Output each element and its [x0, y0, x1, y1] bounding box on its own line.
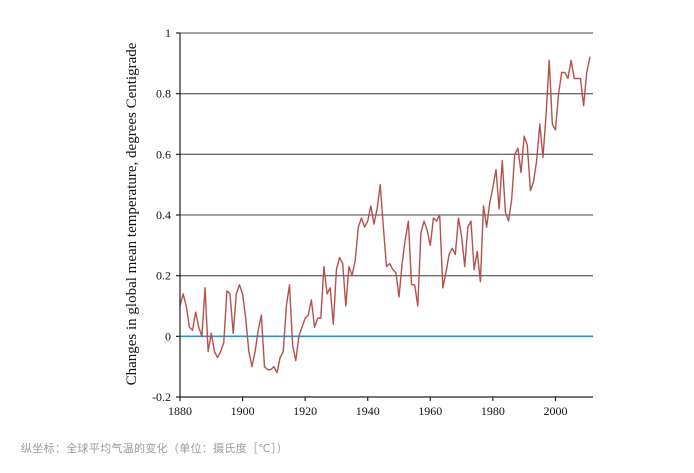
y-tick-label-0: -0.2	[152, 390, 171, 404]
axes	[176, 32, 593, 401]
grid-lines	[180, 32, 593, 277]
y-tick-label-5: 0.8	[156, 87, 171, 101]
x-tick-label-6: 2000	[543, 404, 567, 418]
y-tick-label-2: 0.2	[156, 269, 171, 283]
chart-caption: 纵坐标：全球平均气温的变化（单位：摄氏度［℃］）	[21, 442, 289, 455]
y-axis-title: Changes in global mean temperature, degr…	[124, 42, 140, 385]
x-tick-label-2: 1920	[293, 404, 317, 418]
x-tick-label-5: 1980	[481, 404, 505, 418]
y-tick-label-3: 0.4	[156, 208, 171, 222]
y-tick-label-1: 0	[165, 329, 171, 343]
x-tick-label-3: 1940	[356, 404, 380, 418]
series-line-0	[179, 56, 591, 374]
y-tick-label-6: 1	[165, 26, 171, 40]
y-tick-label-4: 0.6	[156, 147, 171, 161]
x-tick-label-4: 1960	[418, 404, 442, 418]
tick-labels: -0.2 0 0.2 0.4 0.6 0.8 1 1880 1900 1920 1940 1960 19…	[152, 26, 567, 418]
series-group	[179, 56, 591, 374]
x-tick-label-0: 1880	[168, 404, 192, 418]
x-tick-label-1: 1900	[231, 404, 255, 418]
